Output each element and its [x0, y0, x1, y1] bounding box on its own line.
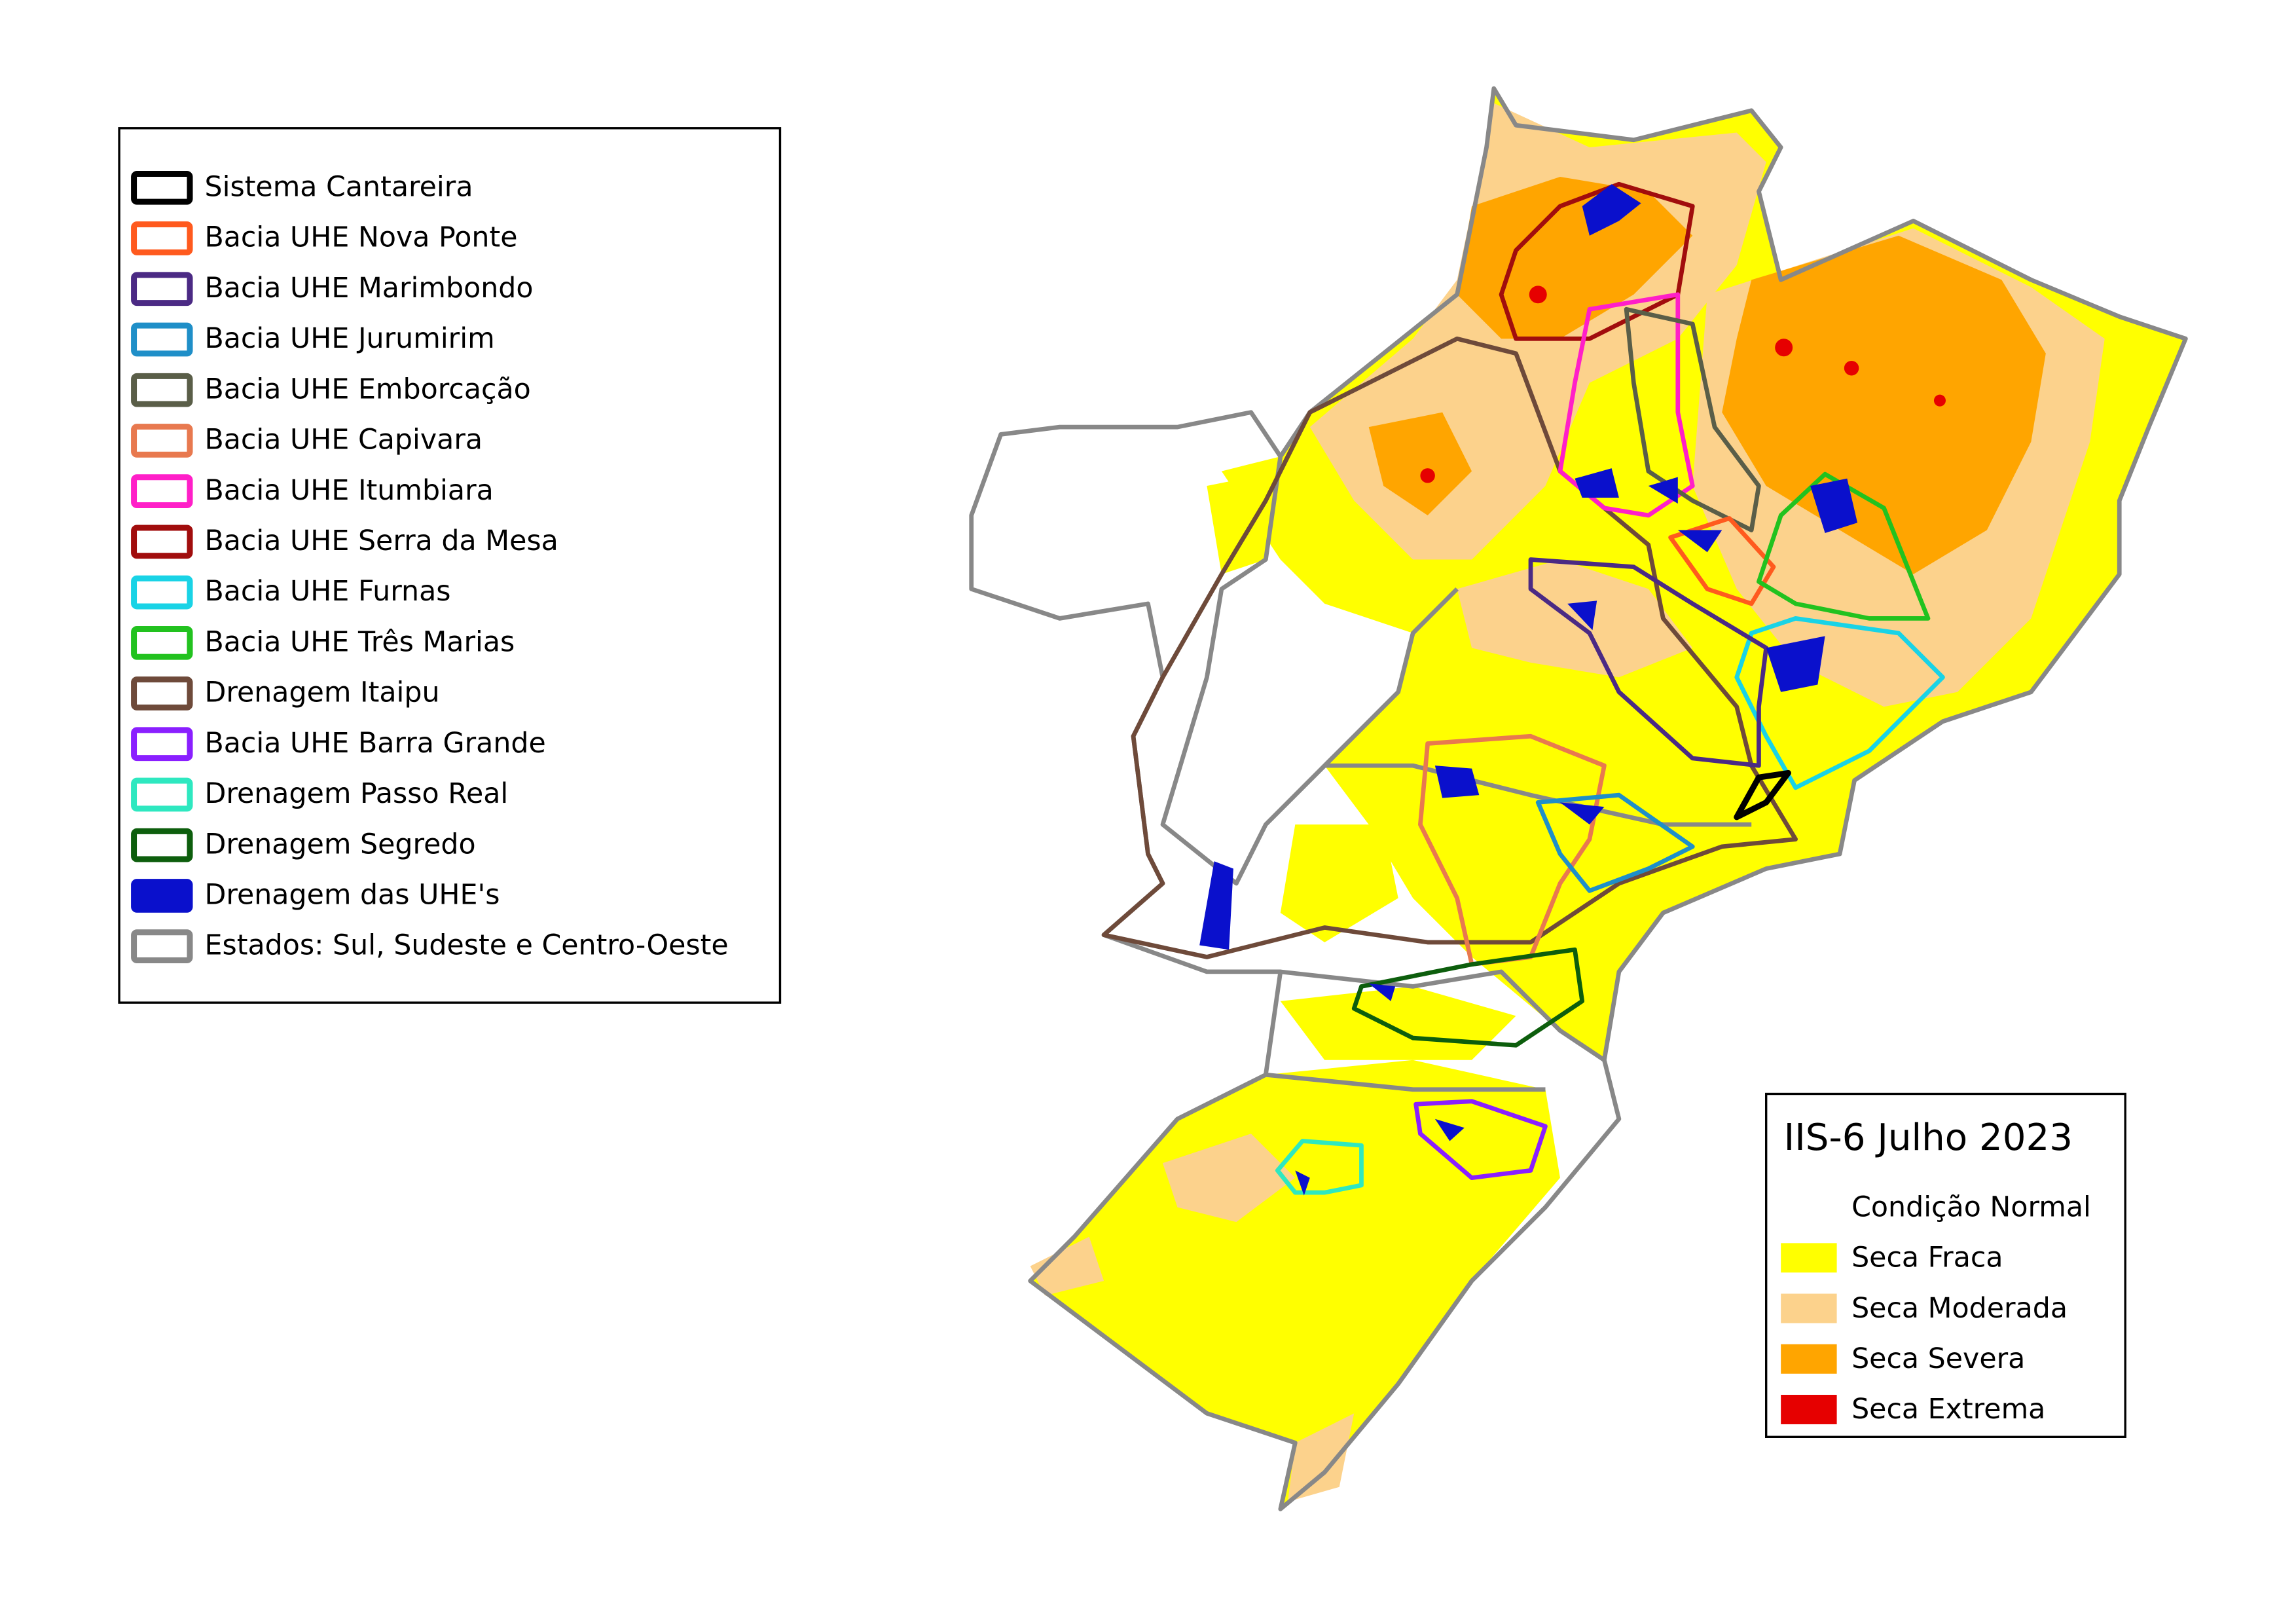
- legend-swatch: [131, 525, 193, 559]
- basin-outline: [1101, 336, 1798, 959]
- drought-moderate-area: [1162, 1134, 1296, 1223]
- legend-swatch: [131, 727, 193, 762]
- legend-label: Drenagem Passo Real: [204, 777, 508, 810]
- legend-swatch: [1781, 1344, 1837, 1374]
- legend-swatch: [131, 474, 193, 508]
- drainage-area: [1582, 184, 1641, 236]
- legend-label: Estados: Sul, Sudeste e Centro-Oeste: [204, 929, 728, 962]
- legend-label: Seca Severa: [1851, 1342, 2025, 1375]
- drainage-area: [1567, 600, 1597, 631]
- drought-weak-area: [1280, 824, 1398, 942]
- legend-label: Bacia UHE Emborcação: [204, 373, 530, 405]
- legend-swatch: [131, 575, 193, 610]
- basin-outline: [1757, 471, 1931, 621]
- legend-swatch: [131, 170, 193, 205]
- legend-label: Bacia UHE Barra Grande: [204, 727, 545, 760]
- drainage-area: [1766, 636, 1825, 692]
- drainage-area: [1434, 1118, 1465, 1141]
- legend-swatch: [131, 373, 193, 407]
- drought-extreme-spots: [1420, 286, 1946, 483]
- legend-label: Seca Extrema: [1851, 1393, 2045, 1426]
- legend-swatch: [1781, 1395, 1837, 1424]
- legend-swatch: [131, 625, 193, 660]
- basin-outline: [1528, 557, 1769, 768]
- extreme-spot: [1844, 360, 1859, 376]
- legend-swatch: [131, 272, 193, 306]
- legend-swatch: [131, 879, 193, 913]
- drainage-area: [1434, 766, 1480, 798]
- legend-swatch: [131, 221, 193, 255]
- legend-label: Seca Moderada: [1851, 1292, 2068, 1325]
- legend-label: Drenagem Itaipu: [204, 676, 439, 709]
- basin-outline: [1413, 1099, 1548, 1181]
- basin-outline: [1275, 1139, 1364, 1195]
- legend-label: Drenagem das UHE's: [204, 879, 500, 912]
- legend-swatch: [1781, 1192, 1837, 1223]
- legend-label: Bacia UHE Furnas: [204, 575, 450, 608]
- drought-weak-area: [1030, 1060, 1560, 1509]
- drought-moderate-area: [1030, 1236, 1104, 1296]
- legend-box: [118, 127, 782, 1004]
- extreme-spot: [1933, 394, 1946, 407]
- legend-label: Bacia UHE Serra da Mesa: [204, 525, 558, 557]
- drainage-area: [1810, 478, 1858, 533]
- drainage-area: [1368, 983, 1396, 1001]
- basin-outline: [1351, 947, 1585, 1048]
- basin-outline: [1734, 616, 1945, 790]
- drought-severe-area: [1368, 412, 1472, 516]
- basin-outline: [1558, 292, 1695, 518]
- states-outline: [969, 86, 2188, 1511]
- legend-label: Bacia UHE Capivara: [204, 424, 483, 456]
- legend-label: Sistema Cantareira: [204, 170, 473, 203]
- drainage-area: [1295, 1170, 1310, 1196]
- legend-title: IIS-6 Julho 2023: [1784, 1116, 2073, 1159]
- legend-label: Drenagem Segredo: [204, 828, 475, 860]
- extreme-spot: [1775, 339, 1793, 357]
- legend-swatch: [131, 322, 193, 357]
- legend-label: Bacia UHE Jurumirim: [204, 322, 494, 355]
- basin-outline: [1734, 769, 1791, 821]
- drainage-area: [1199, 861, 1233, 950]
- drainage-area: [1677, 530, 1722, 553]
- legend-swatch: [131, 777, 193, 812]
- legend-label: Seca Fraca: [1851, 1242, 2003, 1274]
- legend-swatch: [1781, 1243, 1837, 1273]
- legend-swatch: [131, 676, 193, 710]
- legend-label: Bacia UHE Três Marias: [204, 625, 515, 658]
- map: [969, 86, 2188, 1511]
- drought-severe-area: [1722, 235, 2046, 574]
- drought-moderate-area: [1457, 559, 1693, 678]
- drought-legend: IIS-6 Julho 2023 Condição Normal Seca Fra…: [1765, 1092, 2126, 1438]
- state-border: [1160, 456, 1752, 1092]
- basin-outline: [1535, 792, 1695, 893]
- legend-swatch: [1781, 1293, 1837, 1323]
- drought-moderate-area: [1288, 1413, 1355, 1502]
- basin-legend: Sistema Cantareira Bacia UHE Nova Ponte Ba…: [118, 127, 782, 1004]
- drought-weak-area: [1207, 471, 1281, 574]
- legend-label: Bacia UHE Marimbondo: [204, 272, 533, 304]
- legend-swatch: [131, 828, 193, 862]
- drainage-area: [1648, 477, 1678, 504]
- legend-label: Bacia UHE Nova Ponte: [204, 221, 517, 254]
- basin-outline: [1418, 733, 1607, 967]
- legend-swatch: [131, 929, 193, 963]
- drainage-areas: [1199, 184, 1858, 1196]
- extreme-spot: [1529, 286, 1547, 304]
- drought-severe-area: [1457, 176, 1693, 339]
- drainage-area: [1575, 468, 1619, 498]
- legend-label: Condição Normal: [1851, 1190, 2091, 1223]
- basin-outline: [1624, 306, 1761, 532]
- drainage-area: [1559, 802, 1605, 825]
- legend-swatch: [131, 424, 193, 458]
- extreme-spot: [1420, 468, 1435, 483]
- legend-label: Bacia UHE Itumbiara: [204, 474, 493, 507]
